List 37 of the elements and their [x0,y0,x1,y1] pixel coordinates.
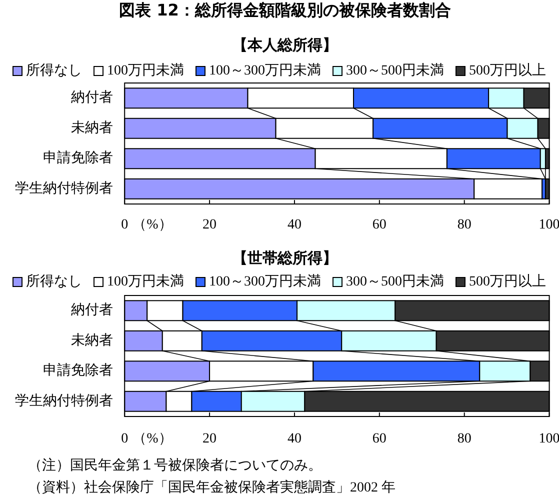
legend-label: 500万円以上 [469,274,546,290]
legend-label: 所得なし [26,274,82,290]
legend-label: 500万円以上 [469,62,546,78]
legend-label: 100～300万円未満 [209,274,321,290]
legend-label: 300～500円未満 [346,274,444,290]
chart-subtitle: 【本人総所得】 [232,36,338,54]
y-tick-label: 学生納付特例者 [15,392,113,409]
y-tick-label: 未納者 [71,332,113,348]
x-tick-label: 0 [121,218,128,232]
x-tick-label: 80 [457,218,472,232]
legend-label: 100万円未満 [107,274,184,290]
text: （資料）社会保険庁「国民年金被保険者実態調査」2002 年 [28,480,396,496]
x-tick-label: 100 [538,432,559,446]
legend-label: 所得なし [26,62,82,78]
legend-label: 100万円未満 [107,62,184,78]
x-tick-label: 100 [538,218,559,232]
text: （注）国民年金第１号被保険者についてのみ。 [28,458,322,474]
x-tick-label: 20 [202,218,217,232]
x-tick-label: 80 [457,432,472,446]
legend-label: 300～500円未満 [346,62,444,78]
chart-title: 図表 12：総所得金額階級別の被保険者数割合 [119,0,451,20]
x-tick-label: 0 [121,432,128,446]
y-tick-label: 納付者 [71,90,113,106]
x-axis-title: （%） [132,432,172,446]
y-tick-label: 未納者 [71,120,113,136]
chart-title: 【世帯総所得】 [232,249,338,267]
x-tick-label: 40 [287,432,302,446]
legend-label: 100～300万円未満 [209,62,321,78]
y-tick-label: 申請免除者 [43,150,113,166]
y-tick-label: 申請免除者 [43,362,113,379]
x-tick-label: 60 [372,432,386,446]
x-tick-label: 40 [287,218,302,232]
x-tick-label: 60 [372,218,386,232]
x-tick-label: 20 [202,432,217,446]
x-axis-title: （%） [132,218,172,232]
y-tick-label: 学生納付特例者 [15,180,113,196]
y-tick-label: 納付者 [71,302,113,318]
